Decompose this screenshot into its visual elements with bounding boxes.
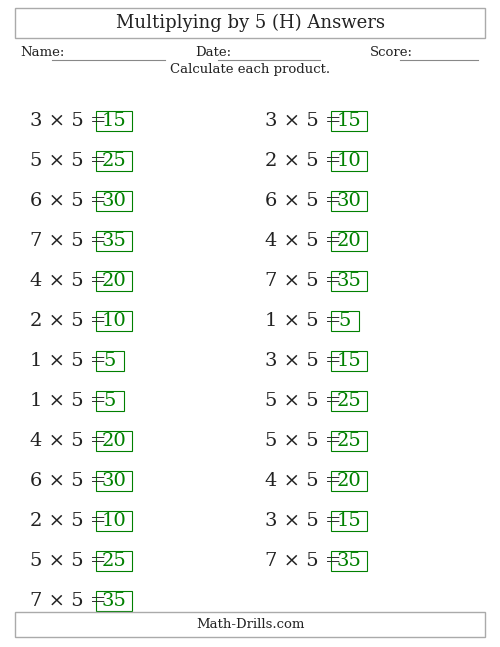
FancyBboxPatch shape: [96, 351, 124, 371]
Text: 3 × 5 =: 3 × 5 =: [265, 512, 342, 530]
Text: 30: 30: [336, 192, 361, 210]
Text: 30: 30: [102, 192, 126, 210]
Text: 1 × 5 =: 1 × 5 =: [30, 392, 106, 410]
Text: 10: 10: [102, 312, 126, 330]
FancyBboxPatch shape: [96, 391, 124, 411]
Text: 5: 5: [338, 312, 351, 330]
Text: 6 × 5 =: 6 × 5 =: [30, 472, 106, 490]
FancyBboxPatch shape: [15, 8, 485, 38]
FancyBboxPatch shape: [96, 471, 132, 491]
Text: 5: 5: [104, 352, 116, 370]
FancyBboxPatch shape: [15, 612, 485, 637]
Text: 10: 10: [102, 512, 126, 530]
FancyBboxPatch shape: [331, 231, 367, 251]
FancyBboxPatch shape: [331, 311, 359, 331]
Text: 3 × 5 =: 3 × 5 =: [265, 352, 342, 370]
FancyBboxPatch shape: [96, 551, 132, 571]
Text: 7 × 5 =: 7 × 5 =: [30, 592, 106, 610]
Text: 25: 25: [102, 552, 126, 570]
Text: 3 × 5 =: 3 × 5 =: [265, 112, 342, 130]
FancyBboxPatch shape: [331, 431, 367, 451]
Text: 1 × 5 =: 1 × 5 =: [265, 312, 342, 330]
FancyBboxPatch shape: [96, 231, 132, 251]
Text: 35: 35: [336, 552, 361, 570]
Text: 30: 30: [102, 472, 126, 490]
Text: 20: 20: [336, 232, 361, 250]
Text: 5 × 5 =: 5 × 5 =: [30, 552, 106, 570]
FancyBboxPatch shape: [96, 151, 132, 171]
FancyBboxPatch shape: [331, 151, 367, 171]
Text: Date:: Date:: [195, 47, 231, 60]
FancyBboxPatch shape: [331, 511, 367, 531]
Text: 35: 35: [102, 232, 126, 250]
Text: 7 × 5 =: 7 × 5 =: [30, 232, 106, 250]
Text: 15: 15: [336, 512, 361, 530]
Text: 6 × 5 =: 6 × 5 =: [265, 192, 342, 210]
FancyBboxPatch shape: [96, 191, 132, 211]
Text: 6 × 5 =: 6 × 5 =: [30, 192, 106, 210]
Text: 2 × 5 =: 2 × 5 =: [265, 152, 342, 170]
Text: 4 × 5 =: 4 × 5 =: [265, 232, 342, 250]
FancyBboxPatch shape: [331, 391, 367, 411]
FancyBboxPatch shape: [331, 551, 367, 571]
Text: 15: 15: [102, 112, 126, 130]
Text: 25: 25: [336, 432, 361, 450]
Text: 15: 15: [336, 352, 361, 370]
FancyBboxPatch shape: [331, 191, 367, 211]
Text: Calculate each product.: Calculate each product.: [170, 63, 330, 76]
FancyBboxPatch shape: [331, 111, 367, 131]
Text: 35: 35: [336, 272, 361, 290]
Text: 5 × 5 =: 5 × 5 =: [30, 152, 106, 170]
Text: 35: 35: [102, 592, 126, 610]
FancyBboxPatch shape: [96, 511, 132, 531]
Text: 3 × 5 =: 3 × 5 =: [30, 112, 106, 130]
Text: 10: 10: [336, 152, 361, 170]
FancyBboxPatch shape: [331, 271, 367, 291]
Text: 2 × 5 =: 2 × 5 =: [30, 512, 106, 530]
Text: 20: 20: [102, 272, 126, 290]
Text: 4 × 5 =: 4 × 5 =: [265, 472, 342, 490]
Text: 4 × 5 =: 4 × 5 =: [30, 432, 106, 450]
Text: Score:: Score:: [370, 47, 413, 60]
Text: Multiplying by 5 (H) Answers: Multiplying by 5 (H) Answers: [116, 14, 384, 32]
Text: 20: 20: [102, 432, 126, 450]
FancyBboxPatch shape: [96, 431, 132, 451]
FancyBboxPatch shape: [96, 271, 132, 291]
Text: 7 × 5 =: 7 × 5 =: [265, 552, 342, 570]
Text: 5 × 5 =: 5 × 5 =: [265, 392, 342, 410]
Text: 2 × 5 =: 2 × 5 =: [30, 312, 106, 330]
Text: 7 × 5 =: 7 × 5 =: [265, 272, 342, 290]
FancyBboxPatch shape: [96, 111, 132, 131]
FancyBboxPatch shape: [331, 351, 367, 371]
FancyBboxPatch shape: [96, 591, 132, 611]
FancyBboxPatch shape: [331, 471, 367, 491]
Text: 4 × 5 =: 4 × 5 =: [30, 272, 106, 290]
Text: 25: 25: [336, 392, 361, 410]
FancyBboxPatch shape: [96, 311, 132, 331]
Text: 20: 20: [336, 472, 361, 490]
Text: Math-Drills.com: Math-Drills.com: [196, 618, 304, 631]
Text: 15: 15: [336, 112, 361, 130]
Text: 25: 25: [102, 152, 126, 170]
Text: 1 × 5 =: 1 × 5 =: [30, 352, 106, 370]
Text: 5: 5: [104, 392, 116, 410]
Text: 5 × 5 =: 5 × 5 =: [265, 432, 342, 450]
Text: Name:: Name:: [20, 47, 64, 60]
